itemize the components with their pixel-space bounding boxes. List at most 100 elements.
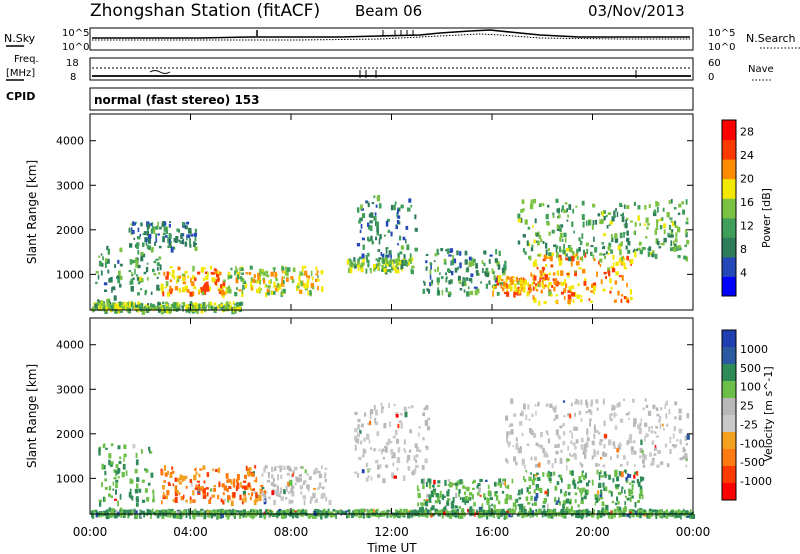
date-label: 03/Nov/2013: [588, 2, 685, 20]
time-tick-label: 16:00: [475, 525, 510, 539]
velocity-colorbar-segment: [722, 415, 736, 433]
power-echo-region: [346, 256, 415, 275]
power-echo-region: [160, 265, 226, 298]
velocity-ytick-label: 1000: [56, 472, 84, 485]
velocity-colorbar-tick: -500: [740, 456, 765, 469]
velocity-echo-region: [354, 402, 431, 485]
velocity-colorbar-tick: 25: [740, 400, 754, 413]
power-colorbar-segment: [722, 256, 736, 277]
power-echo-region: [422, 248, 507, 298]
power-echo-region: [128, 221, 198, 253]
power-echo-region: [492, 274, 544, 298]
nsky-label: N.Sky: [4, 32, 36, 45]
time-tick-label: 04:00: [173, 525, 208, 539]
power-echo-region: [530, 252, 634, 306]
power-panel: Slant Range [km] 1000 2000 3000 4000 4 8 12 16…: [25, 113, 773, 315]
velocity-echo-region: [416, 478, 519, 515]
freq-unit-label: [MHz]: [6, 68, 35, 79]
freq-tick-low: 8: [70, 72, 76, 83]
power-ylabel: Slant Range [km]: [25, 160, 39, 264]
nave-tick-low: 0: [708, 72, 714, 83]
power-echo-region: [248, 265, 324, 298]
velocity-colorbar: 1000 500 100 25 -25 -100 -500 -1000: [721, 329, 772, 501]
freq-tick-high: 18: [66, 58, 79, 69]
velocity-yticks: 1000 2000 3000 4000: [56, 339, 693, 485]
power-echo-region: [517, 198, 690, 262]
velocity-colorbar-tick: -100: [740, 437, 765, 450]
cpid-panel: CPID normal (fast stereo) 153: [6, 87, 694, 111]
power-ytick-label: 1000: [56, 268, 84, 281]
velocity-ytick-label: 2000: [56, 428, 84, 441]
power-colorbar-tick: 24: [740, 149, 754, 162]
velocity-colorbar-tick: 500: [740, 362, 761, 375]
power-colorbar-label: Power [dB]: [760, 188, 773, 248]
cpid-label: CPID: [6, 90, 35, 103]
time-axis: 00:00 04:00 08:00 12:00 16:00 20:00 00:00: [73, 114, 711, 539]
nsearch-label: N.Search: [746, 32, 796, 45]
velocity-echo-region: [505, 398, 690, 471]
noise-sky-trace: [92, 29, 690, 39]
power-colorbar-tick: 28: [740, 126, 754, 139]
nave-label: Nave: [748, 64, 774, 75]
power-echo-region: [223, 266, 249, 297]
power-colorbar-tick: 16: [740, 196, 754, 209]
power-echo-region: [356, 195, 418, 269]
power-colorbar-tick: 20: [740, 173, 754, 186]
velocity-colorbar-segment: [722, 449, 736, 467]
beam-label: Beam 06: [355, 2, 422, 20]
power-yticks: 1000 2000 3000 4000: [56, 135, 693, 281]
velocity-echo-region: [160, 465, 264, 507]
velocity-colorbar-label: Velocity [m s^-1]: [762, 366, 775, 461]
velocity-colorbar-tick: -1000: [740, 475, 772, 488]
velocity-echo-region: [517, 469, 645, 515]
noise-panel: N.Sky 10^5 10^0 10^5 10^0 N.Search: [4, 27, 800, 53]
velocity-colorbar-segment: [722, 483, 736, 501]
power-ytick-label: 2000: [56, 224, 84, 237]
noise-tick-low-left: 10^0: [62, 42, 89, 53]
velocity-colorbar-segment: [722, 466, 736, 484]
freq-nave-panel: Freq. [MHz] 18 8 60 0 Nave: [6, 54, 774, 83]
power-colorbar-segment: [722, 198, 736, 219]
velocity-colorbar-segment: [722, 381, 736, 399]
velocity-ytick-label: 3000: [56, 383, 84, 396]
velocity-ytick-label: 4000: [56, 339, 84, 352]
velocity-echo-region: [98, 443, 155, 515]
noise-tick-low-right: 10^0: [708, 42, 735, 53]
power-colorbar-tick: 4: [740, 267, 747, 280]
time-tick-label: 00:00: [73, 525, 108, 539]
freq-label: Freq.: [14, 54, 39, 65]
power-colorbar-segment: [722, 217, 736, 238]
power-colorbar: 4 8 12 16 20 24 28: [721, 119, 754, 297]
nave-tick-high: 60: [708, 58, 721, 69]
power-ytick-label: 3000: [56, 179, 84, 192]
time-tick-label: 08:00: [274, 525, 309, 539]
power-colorbar-segment: [722, 159, 736, 180]
cpid-value: normal (fast stereo) 153: [94, 93, 260, 107]
velocity-colorbar-segment: [722, 432, 736, 450]
velocity-colorbar-tick: -25: [740, 418, 758, 431]
velocity-colorbar-tick: 1000: [740, 343, 768, 356]
velocity-colorbar-segment: [722, 364, 736, 382]
power-colorbar-segment: [722, 178, 736, 199]
time-axis-label: Time UT: [366, 541, 417, 554]
station-title: Zhongshan Station (fitACF): [90, 1, 320, 21]
velocity-echo-layer: [90, 398, 695, 520]
velocity-echo-region: [261, 465, 332, 506]
velocity-colorbar-segment: [722, 398, 736, 416]
power-colorbar-tick: 8: [740, 243, 747, 256]
power-ytick-label: 4000: [56, 135, 84, 148]
time-tick-label: 20:00: [575, 525, 610, 539]
time-tick-label: 12:00: [374, 525, 409, 539]
velocity-colorbar-tick: 100: [740, 381, 761, 394]
time-tick-label: 00:00: [676, 525, 711, 539]
velocity-panel: Slant Range [km] 1000 2000 3000 4000 1000 50…: [25, 317, 775, 520]
power-colorbar-segment: [722, 276, 736, 297]
power-colorbar-segment: [722, 237, 736, 258]
power-colorbar-segment: [722, 120, 736, 141]
noise-tick-high-left: 10^5: [62, 28, 89, 39]
power-echo-region: [128, 249, 162, 296]
velocity-ylabel: Slant Range [km]: [25, 364, 39, 468]
noise-tick-high-right: 10^5: [708, 28, 735, 39]
velocity-colorbar-segment: [722, 347, 736, 365]
